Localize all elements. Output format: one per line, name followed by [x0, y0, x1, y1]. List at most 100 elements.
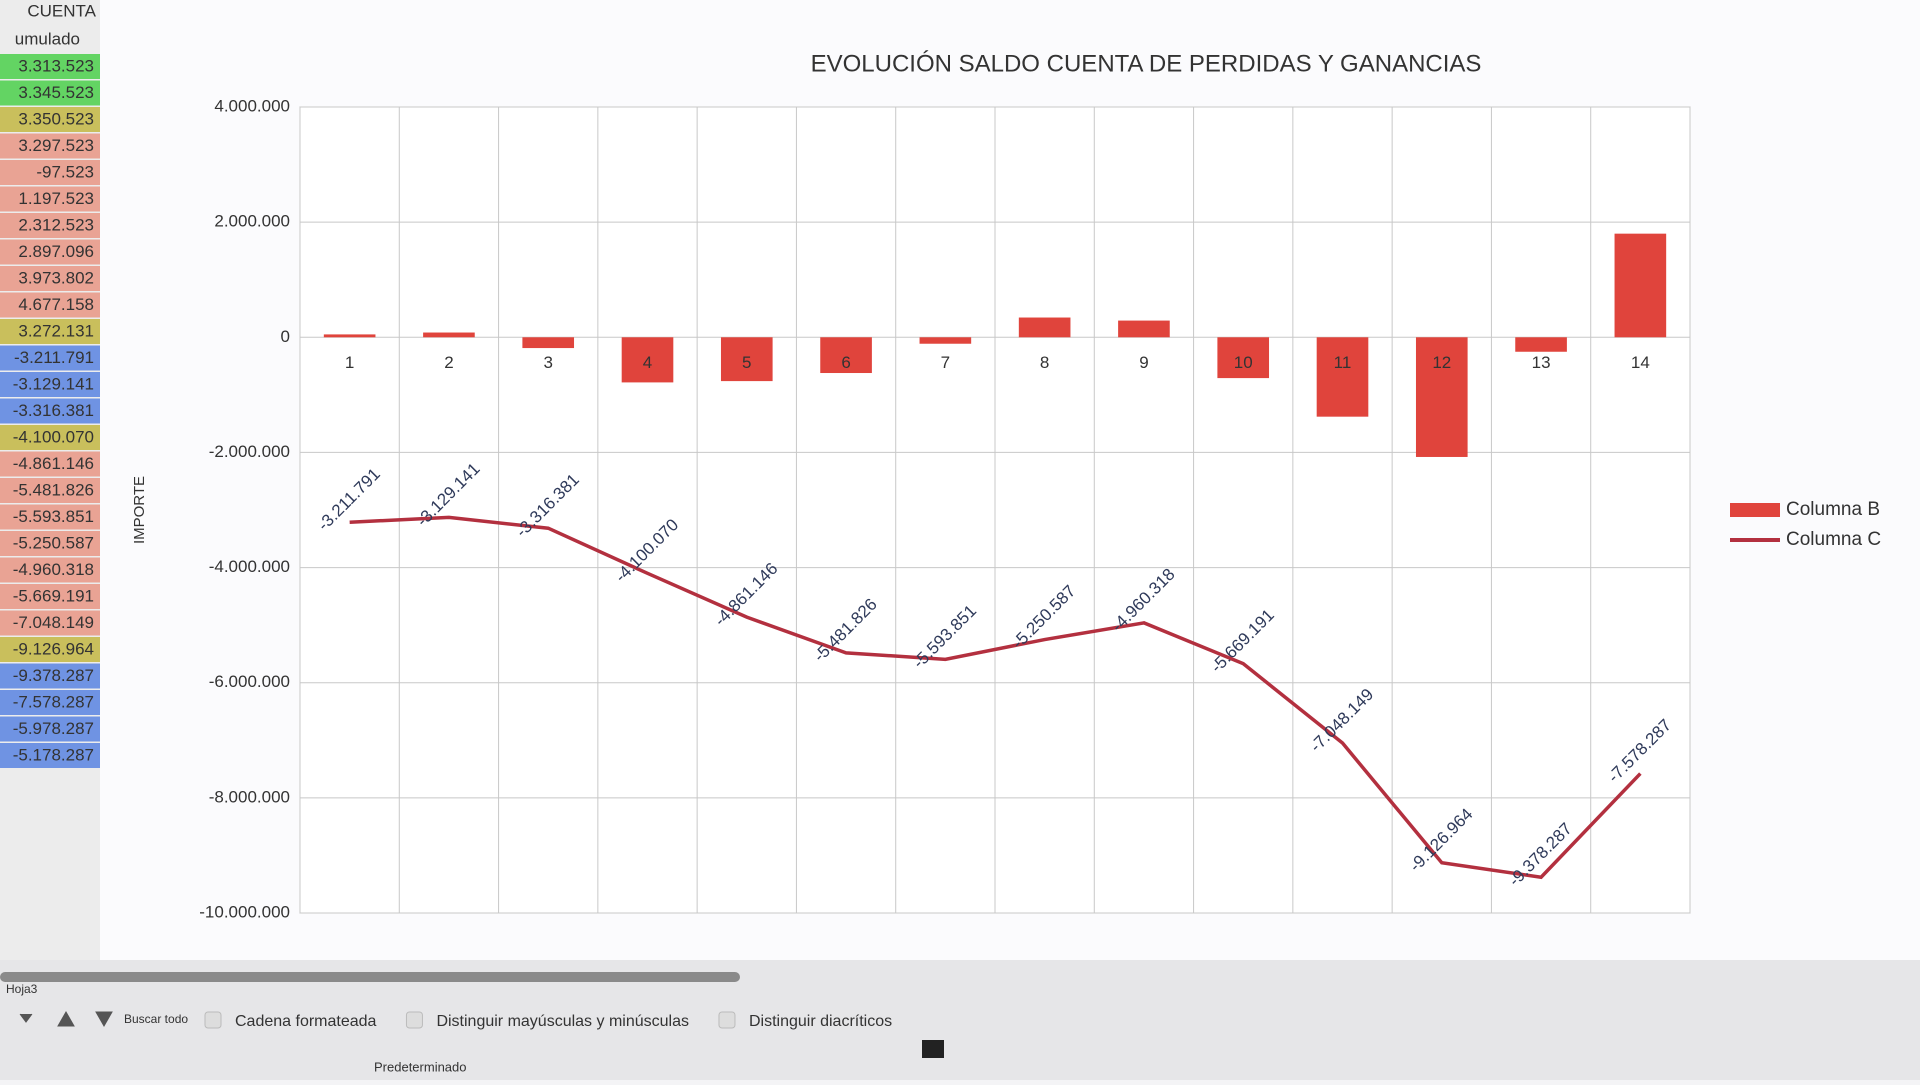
sheet-cell[interactable]	[0, 637, 100, 662]
bar	[919, 337, 972, 344]
sheet-cell-text: -5.978.287	[13, 719, 94, 738]
sheet-cell-text: -3.129.141	[13, 374, 94, 393]
bar	[1415, 337, 1468, 457]
sheet-cell[interactable]	[0, 610, 100, 636]
sheet-cell-text: 3.297.523	[18, 136, 94, 155]
sheet-cell-text: -5.178.287	[13, 745, 94, 764]
sheet-cell[interactable]	[0, 478, 100, 503]
sheet-cell-text: 3.272.131	[18, 321, 94, 340]
bar	[1118, 320, 1170, 338]
checkbox[interactable]	[204, 1011, 222, 1029]
sheet-cell-text: 3.313.523	[18, 56, 94, 75]
sheet-cell[interactable]	[0, 372, 100, 397]
sheet-cell[interactable]	[0, 743, 100, 768]
find-option[interactable]: Distinguir diacríticos	[749, 1013, 892, 1030]
sheet-cell[interactable]	[0, 716, 100, 742]
x-tick-label: 7	[941, 353, 950, 372]
sheet-cell[interactable]	[0, 133, 100, 159]
x-tick-label: 13	[1532, 353, 1551, 372]
sheet-cell[interactable]	[0, 557, 100, 583]
bar	[1217, 337, 1270, 379]
line	[349, 515, 1642, 880]
sheet-cell[interactable]	[0, 292, 100, 318]
sheet-cell[interactable]	[0, 663, 100, 689]
sheet-header: CUENTA	[27, 1, 96, 20]
sheet-cell-text: -3.211.791	[14, 348, 94, 367]
sheet-cell[interactable]	[0, 345, 100, 371]
sheet-tab[interactable]: Hoja3	[6, 982, 38, 996]
checkbox[interactable]	[718, 1011, 736, 1029]
legend-swatch	[1730, 503, 1780, 517]
nav-arrows[interactable]	[19, 1010, 113, 1028]
sheet-cell[interactable]	[0, 239, 100, 265]
y-tick-label: -8.000.000	[209, 787, 290, 806]
find-option[interactable]: Distinguir mayúsculas y minúsculas	[436, 1013, 689, 1030]
sheet-cell-text: 2.312.523	[18, 215, 94, 234]
sheet-cell-text: -9.378.287	[13, 666, 94, 685]
sheet-cell[interactable]	[0, 398, 100, 424]
y-tick-label: 0	[281, 327, 290, 346]
y-tick-label: 2.000.000	[214, 212, 290, 231]
sheet-subheader: umulado	[15, 29, 80, 48]
x-tick-label: 8	[1040, 353, 1049, 372]
x-tick-label: 11	[1334, 353, 1352, 372]
sheet-cell[interactable]	[0, 160, 100, 185]
bar	[1515, 337, 1567, 352]
sheet-cell-text: -5.669.191	[13, 586, 94, 605]
sheet-cell[interactable]	[0, 107, 100, 132]
sheet-cell[interactable]	[0, 213, 100, 238]
x-tick-label: 4	[643, 353, 652, 372]
bar	[1018, 317, 1071, 338]
y-axis-label: IMPORTE	[131, 476, 148, 544]
y-tick-label: -6.000.000	[209, 672, 290, 691]
x-tick-label: 3	[543, 353, 552, 372]
sheet-cell-text: -7.578.287	[13, 692, 94, 711]
sheet-cell[interactable]	[0, 425, 100, 450]
sheet-cell-text: -3.316.381	[13, 401, 94, 420]
sheet-cell-text: -4.100.070	[13, 427, 94, 446]
sheet-cell[interactable]	[0, 531, 100, 556]
chart-title: EVOLUCIÓN SALDO CUENTA DE PERDIDAS Y GAN…	[811, 50, 1482, 77]
y-tick-label: -2.000.000	[209, 442, 290, 461]
find-all[interactable]: Buscar todo	[124, 1012, 188, 1026]
sheet-cell[interactable]	[0, 504, 100, 530]
bar	[522, 337, 575, 349]
bar	[720, 337, 773, 382]
find-icon[interactable]	[922, 1040, 944, 1058]
sheet-cell[interactable]	[0, 451, 100, 477]
sheet-cell-text: 2.897.096	[18, 242, 94, 261]
sheet-cell[interactable]	[0, 690, 100, 715]
sheet-cell-text: 3.973.802	[18, 268, 94, 287]
sheet-cell[interactable]	[0, 186, 100, 212]
sheet-cell[interactable]	[0, 584, 100, 609]
x-tick-label: 1	[345, 353, 354, 372]
sheet-cell-text: 3.345.523	[18, 83, 94, 102]
find-option[interactable]: Cadena formateada	[235, 1013, 377, 1030]
sheet-cell[interactable]	[0, 80, 100, 106]
sheet-cell[interactable]	[0, 54, 100, 79]
sheet-cell-text: -4.960.318	[13, 560, 94, 579]
scrollbar[interactable]	[0, 972, 740, 982]
sheet-cell-text: 3.350.523	[18, 109, 94, 128]
x-tick-label: 5	[742, 353, 751, 372]
bar	[820, 337, 872, 374]
sheet-cell-text: 1.197.523	[18, 189, 94, 208]
legend-label: Columna C	[1786, 529, 1881, 550]
sheet-cell[interactable]	[0, 319, 100, 344]
bar	[423, 332, 475, 338]
x-tick-label: 14	[1631, 353, 1650, 372]
sheet-cell[interactable]	[0, 266, 100, 291]
x-tick-label: 2	[444, 353, 453, 372]
bar	[621, 337, 674, 383]
x-tick-label: 6	[841, 353, 850, 372]
y-tick-label: -4.000.000	[209, 557, 290, 576]
status: Predeterminado	[374, 1059, 467, 1074]
sheet-cell-text: -5.250.587	[13, 533, 94, 552]
sheet-cell-text: -5.481.826	[13, 480, 94, 499]
checkbox[interactable]	[405, 1011, 423, 1029]
y-tick-label: 4.000.000	[214, 96, 290, 115]
bar	[1614, 233, 1667, 338]
bar	[323, 334, 376, 338]
sheet-cell-text: -5.593.851	[13, 507, 94, 526]
